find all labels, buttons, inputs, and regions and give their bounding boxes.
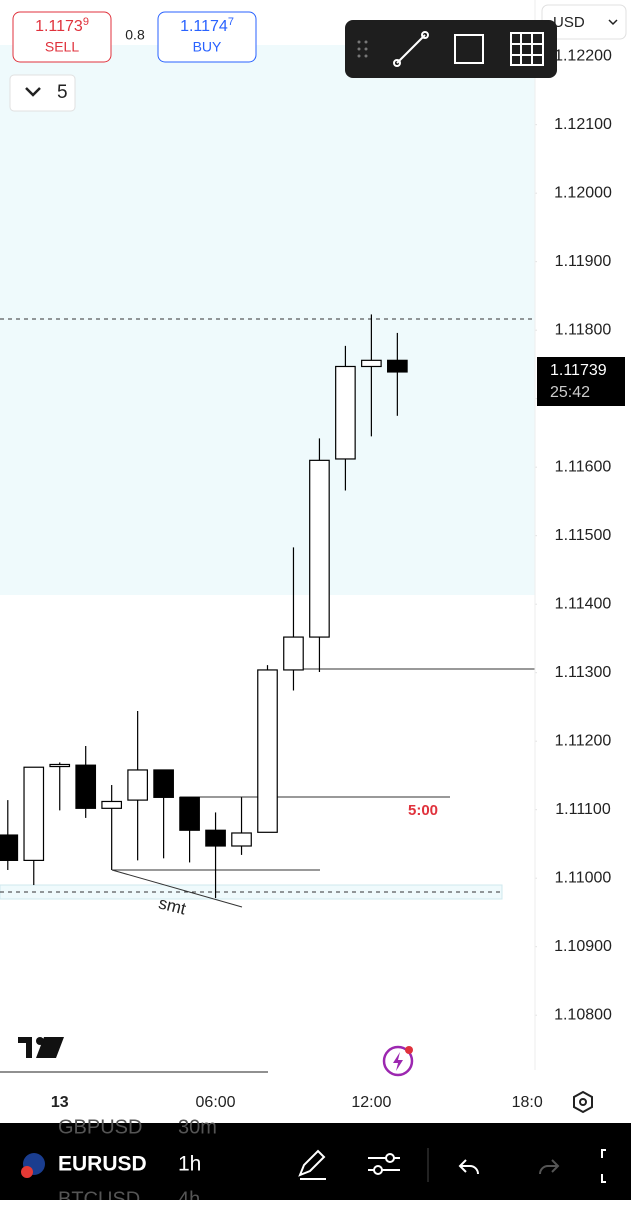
candle-body — [75, 764, 97, 809]
interval: 5 — [57, 82, 68, 103]
symbol: BTCUSD — [58, 1188, 140, 1200]
grid-tool[interactable] — [510, 32, 544, 66]
bottom-bar — [0, 1123, 631, 1200]
lightning — [393, 1052, 403, 1071]
price: 1.1173 — [35, 18, 83, 35]
y-tick-label: 1.12200 — [554, 47, 612, 64]
pip: 7 — [228, 16, 234, 28]
x-tick-label: 13 — [51, 1094, 69, 1111]
y-tick-label: 1.11500 — [555, 527, 612, 544]
chevron — [608, 19, 618, 26]
candle-body — [335, 365, 356, 460]
currency: USD — [553, 14, 585, 31]
redo-button[interactable] — [539, 1159, 560, 1175]
candle-body — [361, 359, 382, 368]
symbol[interactable]: EURUSD — [58, 1153, 147, 1176]
y-tick-label: 1.10900 — [554, 938, 612, 955]
draw-button[interactable] — [298, 1149, 326, 1180]
timeframe: 4h — [178, 1188, 200, 1200]
candle-body — [0, 834, 19, 861]
fullscreen-button[interactable] — [601, 1149, 606, 1183]
y-tick-label: 1.11300 — [555, 664, 612, 681]
candle-body — [23, 766, 45, 861]
candle-body — [49, 763, 71, 768]
spread: 0.8 — [125, 27, 145, 43]
buy-price: 1.11747 — [180, 16, 234, 35]
undo-button[interactable] — [458, 1159, 479, 1175]
buy-label: BUY — [193, 39, 222, 55]
logo — [36, 1037, 44, 1045]
sell-price: 1.11739 — [35, 16, 89, 35]
zone — [0, 45, 535, 595]
candle-body — [179, 796, 200, 831]
flag — [21, 1166, 33, 1178]
y-tick-label: 1.11800 — [555, 321, 612, 338]
timeframe[interactable]: 1h — [178, 1153, 201, 1176]
drawing-toolbar — [345, 20, 557, 78]
candle-body — [231, 832, 252, 847]
y-tick-label: 1.11600 — [555, 458, 612, 475]
candle-body — [101, 800, 123, 809]
candle-body — [127, 769, 148, 801]
candle-body — [309, 459, 330, 638]
logo — [18, 1037, 64, 1058]
candles — [0, 314, 408, 899]
line-tool[interactable] — [393, 31, 429, 67]
price-axis: 1.12200 1.12100 1.12000 1.11900 1.11800 1.117… — [534, 0, 612, 1070]
y-tick-label: 1.11400 — [555, 595, 612, 612]
candle-body — [387, 359, 408, 373]
lightning-button[interactable] — [382, 1045, 414, 1077]
buy-button[interactable] — [157, 11, 257, 63]
x-tick-label: 06:00 — [196, 1094, 236, 1111]
chevron — [25, 87, 41, 97]
rectangle-tool[interactable] — [454, 34, 484, 64]
symbol: GBPUSD — [58, 1116, 142, 1138]
candle-body — [257, 669, 278, 833]
sell-button[interactable] — [12, 11, 112, 63]
candle-body — [153, 769, 174, 798]
time-axis: 13 06:00 12:00 18:0 — [51, 1094, 543, 1111]
y-tick-label: 1.12000 — [554, 184, 612, 201]
indicators-button[interactable] — [368, 1153, 400, 1175]
trend-line — [111, 869, 243, 908]
drag-handle — [357, 40, 368, 58]
y-tick-label: 1.11900 — [555, 253, 612, 270]
sell-label: SELL — [45, 39, 79, 55]
y-tick-label: 1.10800 — [554, 1006, 612, 1023]
interval-select[interactable] — [9, 74, 76, 112]
settings — [579, 1098, 587, 1106]
y-tick-label: 1.12100 — [554, 116, 612, 133]
timeframe: 30m — [178, 1116, 217, 1138]
y-tick-label: 1.11000 — [555, 869, 612, 886]
countdown: 25:42 — [550, 384, 590, 401]
y-tick-label: 1.11100 — [555, 801, 611, 818]
settings-button[interactable] — [573, 1090, 593, 1114]
pip: 9 — [83, 16, 89, 28]
last-price: 1.11739 — [550, 362, 607, 379]
x-tick-label: 12:00 — [351, 1094, 391, 1111]
last-price-box — [537, 357, 625, 406]
candle-body — [283, 636, 304, 671]
badge — [405, 1046, 413, 1054]
y-tick-label: 1.11200 — [555, 732, 612, 749]
price: 1.1174 — [180, 18, 228, 35]
x-tick-label: 18:0 — [512, 1094, 543, 1111]
candle-body — [205, 829, 226, 847]
timer-label: 5:00 — [408, 802, 438, 819]
